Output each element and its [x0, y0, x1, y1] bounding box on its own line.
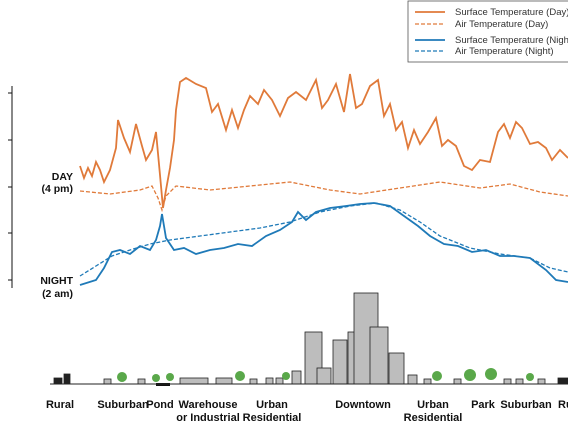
tree	[152, 374, 160, 382]
axis-label: (2 am)	[42, 288, 73, 300]
air-temp-night	[79, 202, 568, 277]
house	[503, 378, 512, 385]
zone-label: Park	[471, 399, 496, 411]
house	[453, 378, 462, 385]
building	[332, 339, 348, 385]
house	[137, 378, 146, 385]
axis-label: NIGHT	[40, 275, 73, 287]
zone-label: Warehouse	[179, 399, 238, 411]
building	[215, 377, 233, 385]
tree	[432, 371, 442, 381]
building	[557, 377, 568, 385]
tree	[464, 369, 476, 381]
house	[103, 378, 112, 385]
house	[515, 378, 524, 385]
tree	[282, 372, 290, 380]
zone-label: Suburban	[97, 399, 149, 411]
axis	[8, 86, 13, 288]
zone-label: Residential	[243, 412, 302, 424]
zone-label: Downtown	[335, 399, 391, 411]
trees	[117, 368, 534, 382]
zone-label: Suburban	[500, 399, 552, 411]
zone-label: Pond	[146, 399, 174, 411]
building	[316, 367, 332, 385]
surface-temp-day	[79, 73, 568, 209]
building	[63, 373, 71, 385]
legend-label: Air Temperature (Day)	[455, 19, 548, 30]
zone-label: or Industrial	[176, 412, 240, 424]
legend: Surface Temperature (Day) Air Temperatur…	[407, 0, 568, 63]
house	[265, 377, 274, 385]
tree	[235, 371, 245, 381]
building	[179, 377, 209, 385]
axis-label: (4 pm)	[42, 183, 74, 195]
legend-label: Surface Temperature (Day)	[455, 7, 568, 18]
tree	[117, 372, 127, 382]
zone-label: Rural	[558, 399, 568, 411]
zone-labels: Rural Suburban Pond Warehouse or Industr…	[46, 399, 568, 424]
zone-label: Rural	[46, 399, 74, 411]
house	[423, 378, 432, 385]
air-temp-day	[79, 181, 568, 213]
house	[537, 378, 546, 385]
house	[275, 377, 284, 385]
zone-label: Residential	[404, 412, 463, 424]
tree	[166, 373, 174, 381]
legend-label: Surface Temperature (Night)	[455, 35, 568, 46]
axis-label: DAY	[52, 171, 73, 183]
buildings	[53, 292, 568, 385]
building	[388, 352, 405, 385]
building	[407, 374, 418, 385]
building	[369, 326, 389, 385]
building	[291, 370, 302, 385]
surface-temp-night	[79, 202, 568, 286]
legend-label: Air Temperature (Night)	[455, 46, 554, 57]
tree	[526, 373, 534, 381]
house	[249, 378, 258, 385]
zone-label: Urban	[256, 399, 288, 411]
zone-label: Urban	[417, 399, 449, 411]
tree	[485, 368, 497, 380]
building	[53, 377, 63, 385]
